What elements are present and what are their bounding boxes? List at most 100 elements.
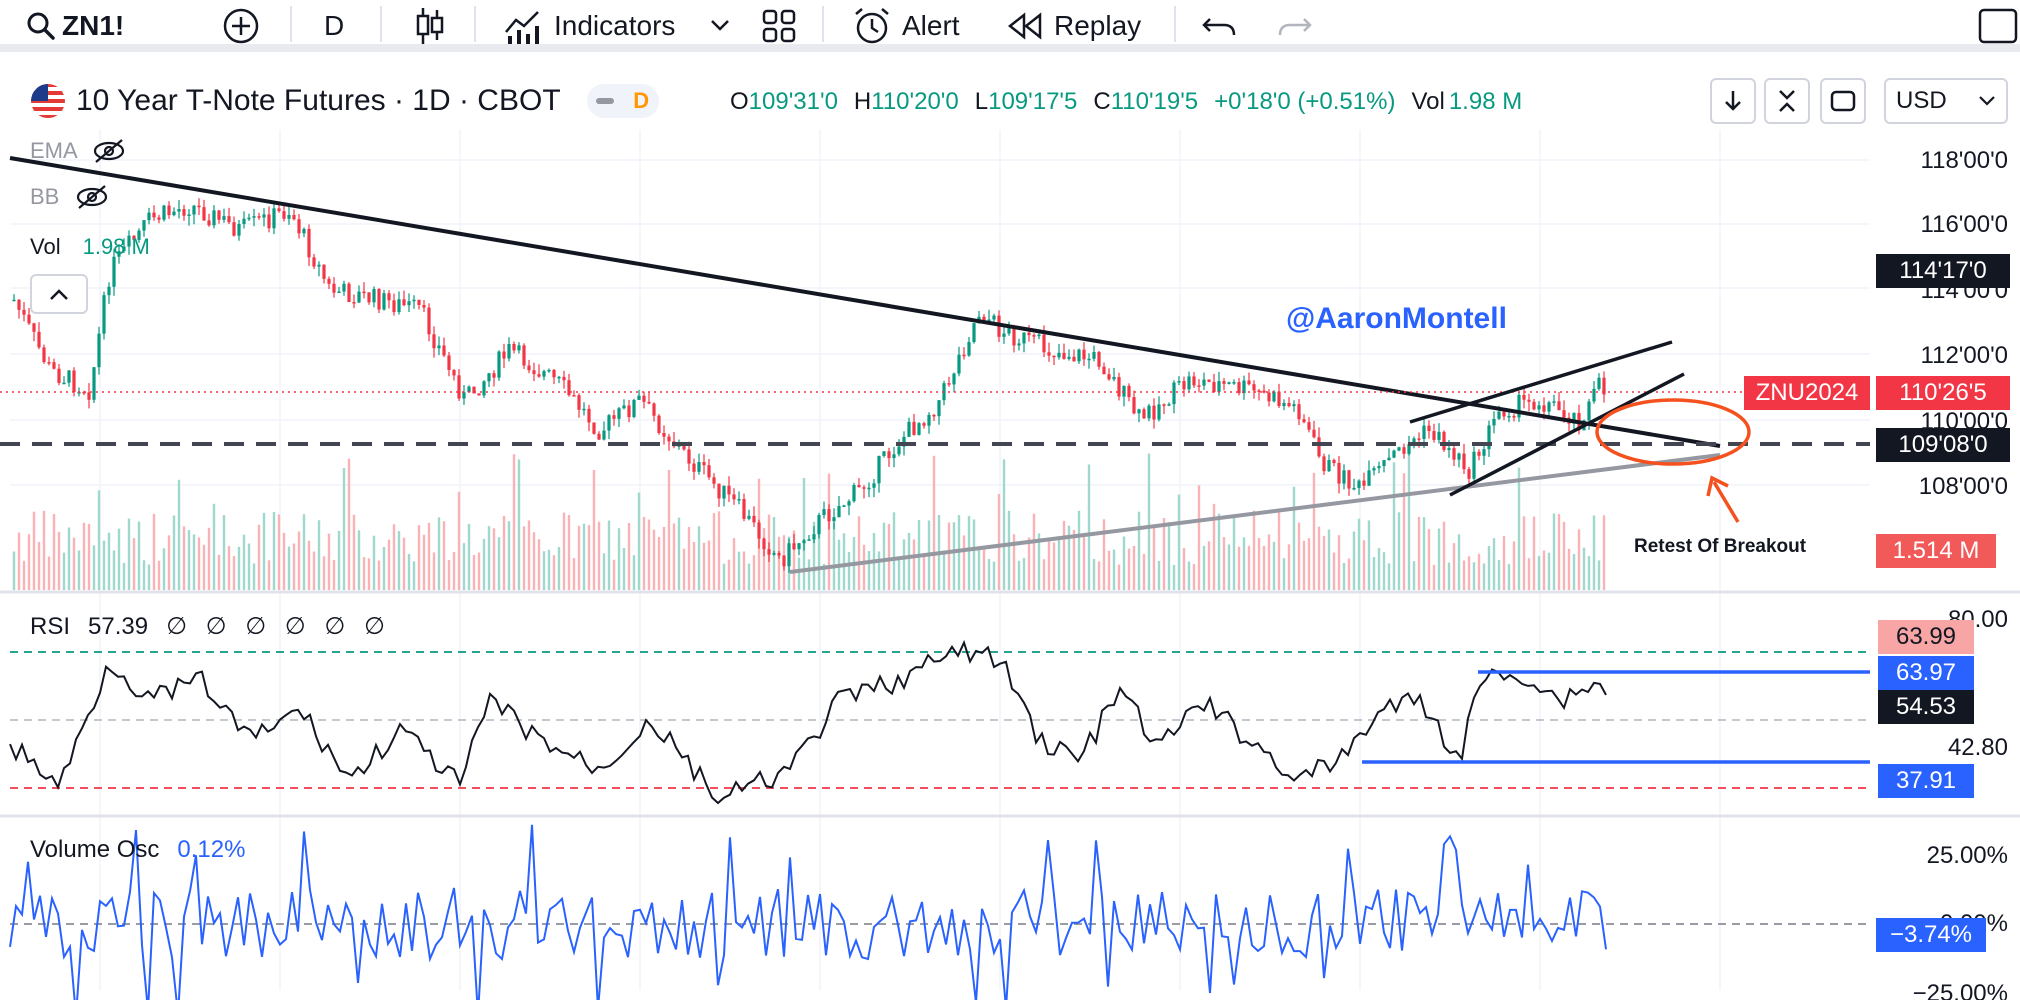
collapse-button[interactable] bbox=[1764, 78, 1810, 124]
volume-bar bbox=[57, 531, 61, 590]
candle-body bbox=[692, 463, 696, 472]
templates-button[interactable] bbox=[762, 6, 796, 46]
volume-bar bbox=[322, 556, 326, 590]
volume-bar bbox=[902, 539, 906, 590]
volume-bar bbox=[1207, 541, 1211, 590]
ema-indicator[interactable]: EMA bbox=[30, 138, 126, 164]
candle-body bbox=[597, 433, 601, 440]
candle-body bbox=[897, 446, 901, 455]
candle-body bbox=[422, 304, 426, 308]
volume-bar bbox=[507, 521, 511, 590]
redo-icon bbox=[1278, 18, 1312, 36]
price-tick: 108'00'0 bbox=[1918, 473, 2008, 500]
volume-bar bbox=[1152, 526, 1156, 590]
volume-bar bbox=[457, 491, 461, 590]
candle-body bbox=[1007, 328, 1011, 334]
volume-bar bbox=[1002, 459, 1006, 590]
candle-body bbox=[472, 386, 476, 394]
volume-bar bbox=[1482, 563, 1486, 590]
volume-bar bbox=[467, 523, 471, 590]
volume-bar bbox=[1467, 556, 1471, 590]
volume-bar bbox=[682, 548, 686, 590]
candle-body bbox=[262, 214, 266, 218]
volume-bar bbox=[427, 522, 431, 590]
candle-body bbox=[822, 509, 826, 516]
volume-bar bbox=[532, 532, 536, 590]
candle-body bbox=[837, 505, 841, 518]
volume-bar bbox=[497, 537, 501, 590]
undo-button[interactable] bbox=[1202, 6, 1236, 46]
volume-bar bbox=[1357, 518, 1361, 590]
volume-bar bbox=[712, 513, 716, 590]
indicators-button[interactable]: Indicators bbox=[504, 6, 675, 46]
candle-body bbox=[1282, 402, 1286, 407]
maximize-button[interactable] bbox=[1820, 78, 1866, 124]
candle-body bbox=[1012, 328, 1016, 346]
volume-bar bbox=[267, 560, 271, 590]
candle-body bbox=[332, 283, 336, 293]
volume-bar bbox=[567, 514, 571, 590]
candle-body bbox=[967, 342, 971, 356]
volume-bar bbox=[1577, 529, 1581, 590]
scroll-to-latest-button[interactable] bbox=[1710, 78, 1756, 124]
bb-indicator[interactable]: BB bbox=[30, 184, 109, 210]
volume-bar bbox=[357, 530, 361, 590]
volume-bar bbox=[1067, 525, 1071, 590]
compare-button[interactable] bbox=[222, 6, 260, 46]
candle-body bbox=[462, 392, 466, 399]
volume-bar bbox=[1432, 564, 1436, 590]
delay-badge[interactable]: D bbox=[586, 84, 659, 118]
alert-button[interactable]: Alert bbox=[852, 6, 960, 46]
candle-body bbox=[1417, 438, 1421, 440]
candle-body bbox=[502, 351, 506, 359]
candle-body bbox=[432, 334, 436, 349]
volume-bar bbox=[62, 552, 66, 590]
vol-indicator[interactable]: Vol 1.98 M bbox=[30, 234, 150, 260]
candle-body bbox=[122, 246, 126, 252]
ema-label: EMA bbox=[30, 138, 78, 163]
rsi-legend[interactable]: RSI 57.39 ∅ ∅ ∅ ∅ ∅ ∅ bbox=[30, 612, 391, 641]
candle-body bbox=[307, 228, 311, 258]
volume-bar bbox=[1562, 521, 1566, 590]
rewind-icon bbox=[1007, 12, 1042, 40]
volume-bar bbox=[1427, 529, 1431, 590]
volume-bar bbox=[312, 551, 316, 590]
volume-bar bbox=[1107, 550, 1111, 590]
candle-body bbox=[182, 209, 186, 216]
volume-bar bbox=[102, 540, 106, 590]
replay-button[interactable]: Replay bbox=[1007, 6, 1141, 46]
candle-body bbox=[57, 368, 61, 383]
eye-hidden-icon[interactable] bbox=[92, 138, 126, 164]
eye-hidden-icon[interactable] bbox=[75, 184, 109, 210]
volume-bar bbox=[12, 551, 16, 590]
chart-type-button[interactable] bbox=[414, 6, 446, 46]
redo-button[interactable] bbox=[1278, 6, 1312, 46]
volume-bar bbox=[822, 563, 826, 590]
currency-select[interactable]: USD bbox=[1884, 78, 2008, 124]
volume-bar bbox=[117, 528, 121, 590]
volume-bar bbox=[187, 530, 191, 590]
candle-body bbox=[1542, 405, 1546, 412]
volume-bar bbox=[1072, 529, 1076, 590]
candle-body bbox=[832, 517, 836, 522]
open-label: O bbox=[730, 88, 749, 115]
candle-body bbox=[1162, 404, 1166, 406]
interval-button[interactable]: D bbox=[324, 6, 344, 46]
vosc-legend[interactable]: Volume Osc 0.12% bbox=[30, 836, 245, 864]
indicators-dropdown[interactable] bbox=[710, 6, 730, 46]
candle-body bbox=[792, 543, 796, 550]
candle-body bbox=[607, 415, 611, 431]
volume-bar bbox=[1222, 537, 1226, 590]
candle-body bbox=[737, 499, 741, 501]
volume-bar bbox=[912, 539, 916, 590]
symbol-search[interactable]: ZN1! bbox=[26, 6, 124, 46]
grid-icon bbox=[762, 9, 796, 43]
volume-bar bbox=[317, 520, 321, 590]
volume-bar bbox=[612, 559, 616, 590]
volume-bar bbox=[1492, 538, 1496, 590]
candle-body bbox=[787, 543, 791, 567]
collapse-legend-button[interactable] bbox=[30, 274, 88, 314]
candle-body bbox=[637, 395, 641, 400]
fullscreen-button[interactable] bbox=[1978, 6, 2018, 46]
